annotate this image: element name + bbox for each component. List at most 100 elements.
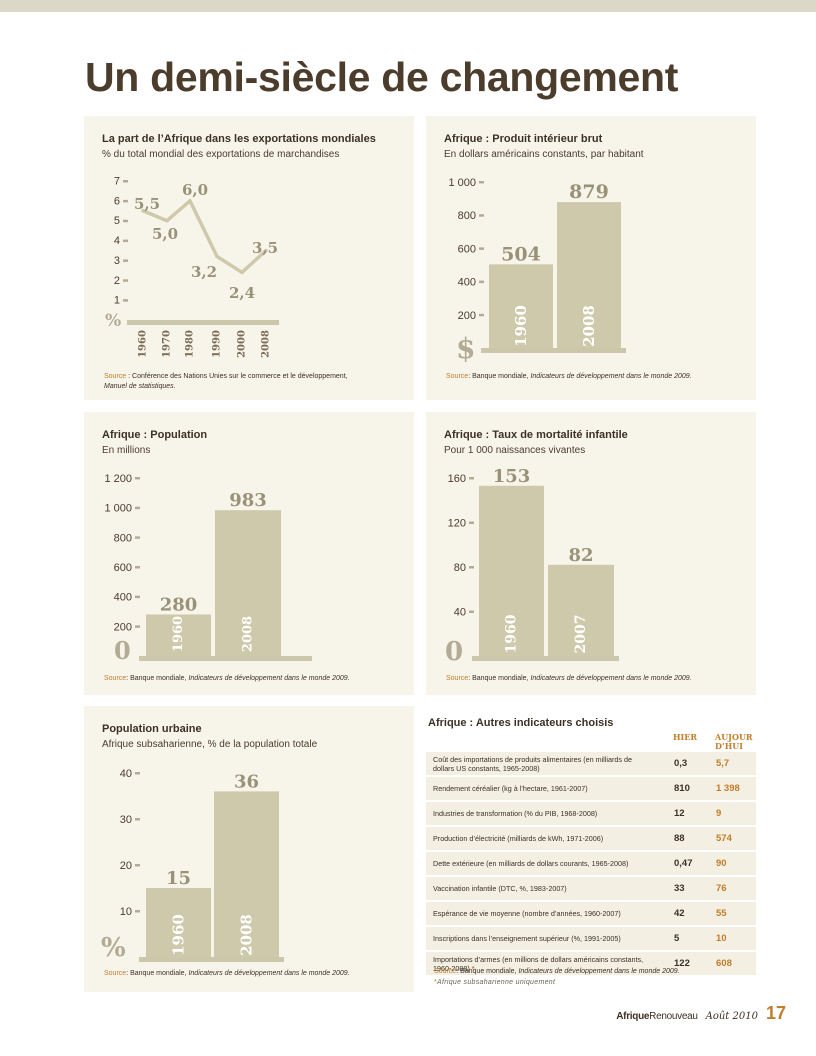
y-tick-label: 800 xyxy=(458,210,476,222)
source-italic: Indicateurs de développement dans le mon… xyxy=(530,373,692,380)
row-label-wrap: Vaccination infantile (DTC, %, 1983-2007… xyxy=(433,884,567,893)
y-tick-mark xyxy=(123,279,128,282)
row-hier-value: 42 xyxy=(674,908,685,919)
bar-year-label: 2008 xyxy=(238,914,256,956)
source-main: Banque mondiale, xyxy=(472,675,531,682)
bar xyxy=(548,564,614,656)
row-hier-value: 33 xyxy=(674,883,685,894)
y-tick-mark xyxy=(135,772,140,775)
table-row: Inscriptions dans l’enseignement supérie… xyxy=(426,927,756,950)
footnote-text: Afrique subsaharienne uniquement xyxy=(437,979,556,986)
x-tick-label: 2000 xyxy=(237,330,248,358)
gdp-bar-chart: 200 400 600 800 1 000 504 1960 879 2008 $ xyxy=(448,177,626,365)
y-tick-mark xyxy=(135,864,140,867)
y-tick-mark xyxy=(469,566,474,569)
y-tick-label: 600 xyxy=(458,243,476,255)
value-label: 879 xyxy=(569,181,609,203)
y-tick-label: 4 xyxy=(114,235,120,247)
row-aujourdhui-value: 76 xyxy=(716,883,727,894)
y-tick-mark xyxy=(123,219,128,223)
y-tick-mark xyxy=(469,610,474,613)
y-tick-mark xyxy=(469,521,474,524)
row-label: Vaccination infantile (DTC, %, 1983-2007… xyxy=(433,877,655,900)
page-number: 17 xyxy=(765,1003,786,1023)
value-label: 5,5 xyxy=(134,195,160,213)
chart-subtitle: En dollars américains constants, par hab… xyxy=(444,149,644,160)
value-label: 504 xyxy=(501,243,541,265)
chart-title: Afrique : Produit intérieur brut xyxy=(444,133,603,145)
y-tick-label: 6 xyxy=(114,195,120,207)
y-tick-label: 40 xyxy=(120,768,132,780)
y-tick-label: 30 xyxy=(120,814,132,826)
page-footer: Afrique Renouveau Août 2010 17 xyxy=(616,1003,786,1024)
y-tick-mark xyxy=(135,910,140,913)
bar xyxy=(557,202,621,348)
source-colon: : xyxy=(126,970,131,977)
row-label-text: Dette extérieure (en milliards de dollar… xyxy=(433,859,629,868)
x-tick-label: 1970 xyxy=(162,330,173,358)
data-point xyxy=(240,270,244,275)
row-label-wrap: Importations d’armes (en millions de dol… xyxy=(433,955,655,973)
data-line xyxy=(142,199,268,275)
y-tick-label: 5 xyxy=(114,215,120,227)
row-label-text: Inscriptions dans l’enseignement supérie… xyxy=(433,934,621,943)
baseline xyxy=(127,320,279,325)
y-tick-label: 800 xyxy=(114,532,132,544)
table-row: Industries de transformation (% du PIB, … xyxy=(426,802,756,825)
y-tick-label: 3 xyxy=(114,255,120,267)
source-colon: : xyxy=(456,968,461,975)
top-color-band xyxy=(0,0,816,12)
source-colon: : xyxy=(468,675,473,682)
y-tick-label: 80 xyxy=(454,562,466,574)
chart-source: Source: Banque mondiale, Indicateurs de … xyxy=(446,372,692,382)
y-tick-label: 40 xyxy=(454,607,466,619)
source-colon: : xyxy=(468,373,473,380)
mortality-bar-chart: 40 80 120 160 153 1960 82 2007 0 xyxy=(445,466,619,667)
chart-subtitle: Pour 1 000 naissances vivantes xyxy=(444,445,586,456)
table-source: Source: Banque mondiale, Indicateurs de … xyxy=(434,968,680,975)
bar-year-label: 1960 xyxy=(171,616,186,652)
bar xyxy=(479,485,544,656)
source-main: Banque mondiale, xyxy=(130,675,189,682)
bar xyxy=(146,614,211,656)
row-label-wrap: Industries de transformation (% du PIB, … xyxy=(433,809,597,818)
chart-subtitle: % du total mondial des exportations de m… xyxy=(102,149,340,160)
brand-name-part2: Renouveau xyxy=(649,1011,698,1022)
y-tick-label: 400 xyxy=(458,277,476,289)
x-tick-label: 1990 xyxy=(212,330,223,358)
row-label-wrap: Inscriptions dans l’enseignement supérie… xyxy=(433,934,621,943)
chart-title: Afrique : Taux de mortalité infantile xyxy=(444,429,628,441)
y-tick-mark xyxy=(479,181,484,184)
y-tick-mark xyxy=(123,239,128,243)
y-tick-label: 400 xyxy=(114,592,132,604)
source-colon: : xyxy=(126,675,131,682)
unit-symbol: 0 xyxy=(445,637,463,667)
bar-year-label: 2007 xyxy=(573,615,589,654)
y-tick-mark xyxy=(135,625,140,628)
y-tick-label: 20 xyxy=(120,860,132,872)
y-tick-label: 120 xyxy=(448,518,466,530)
y-tick-mark xyxy=(123,299,128,302)
table-row: Dette extérieure (en milliards de dollar… xyxy=(426,852,756,875)
row-label: Dette extérieure (en milliards de dollar… xyxy=(433,852,655,875)
table-row: Espérance de vie moyenne (nombre d’année… xyxy=(426,902,756,925)
source-label: Source xyxy=(104,373,127,380)
chart-subtitle: Afrique subsaharienne, % de la populatio… xyxy=(102,739,318,750)
table-row: Rendement céréalier (kg à l’hectare, 196… xyxy=(426,777,756,800)
table-row: Vaccination infantile (DTC, %, 1983-2007… xyxy=(426,877,756,900)
row-label: Coût des importations de produits alimen… xyxy=(433,752,655,775)
y-tick-label: 10 xyxy=(120,906,132,918)
bar xyxy=(215,510,281,656)
y-tick-label: 160 xyxy=(448,473,466,485)
y-tick-mark xyxy=(479,313,484,317)
table-row: Production d’électricité (milliards de k… xyxy=(426,827,756,850)
urban-chart-panel: Population urbaine Afrique subsaharienne… xyxy=(84,706,414,992)
baseline xyxy=(481,348,626,353)
column-header-aujourdhui: AUJOUR D’HUI xyxy=(715,732,753,751)
value-label: 82 xyxy=(568,545,593,566)
column-header-hier: HIER xyxy=(673,732,698,742)
y-tick-mark xyxy=(135,566,140,569)
x-tick-label: 2008 xyxy=(261,330,272,358)
value-label: 5,0 xyxy=(152,225,178,243)
chart-subtitle: En millions xyxy=(102,445,151,456)
